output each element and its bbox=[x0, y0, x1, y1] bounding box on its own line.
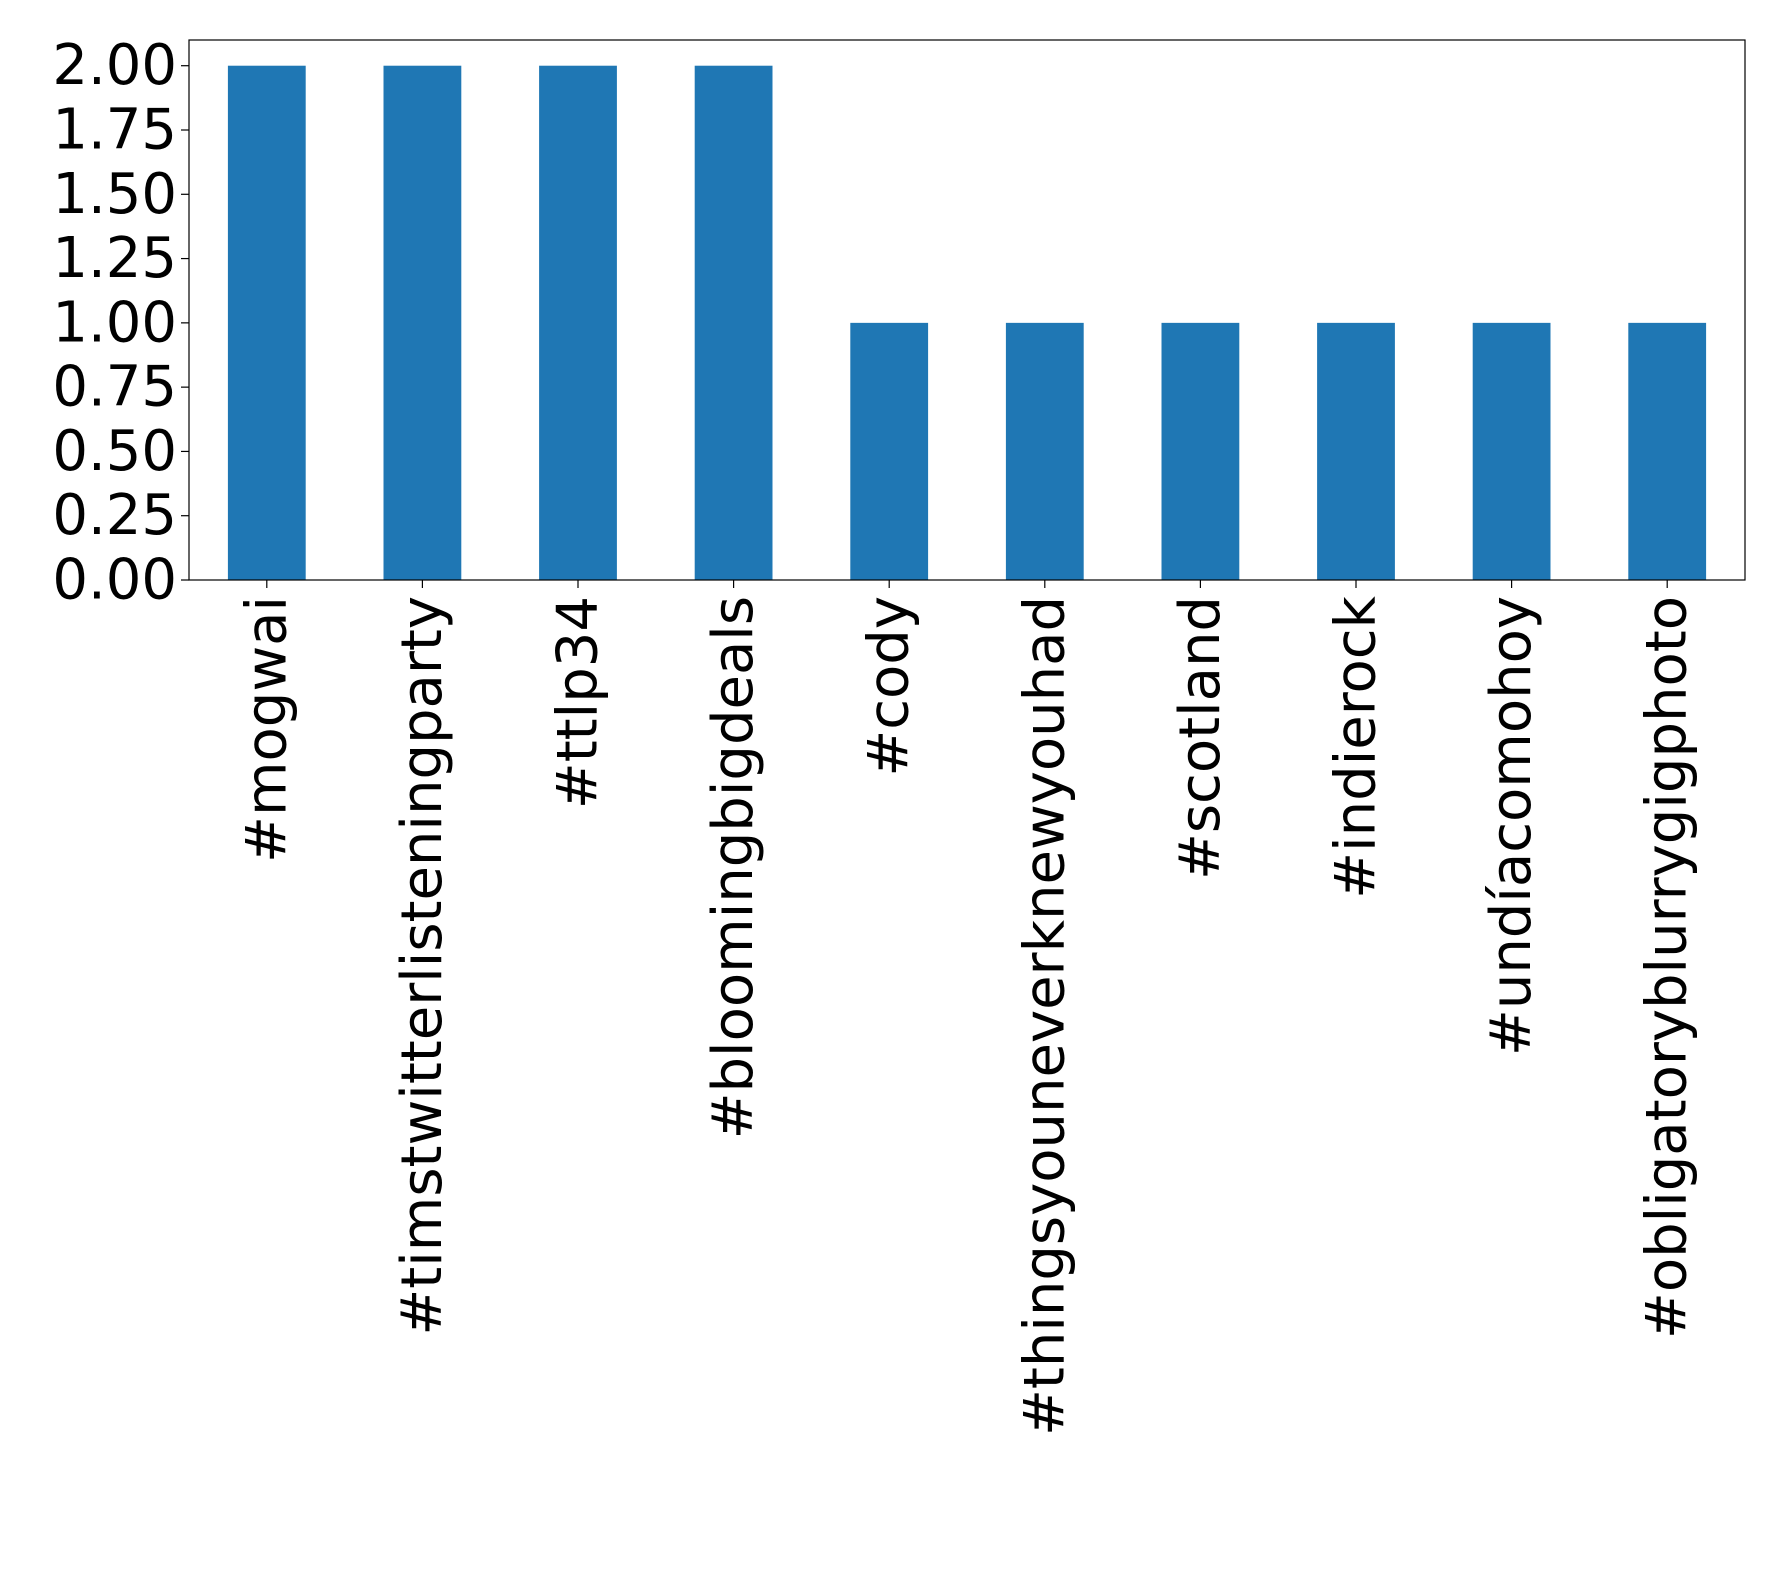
x-tick-label-5: #thingsyouneverknewyouhad bbox=[1012, 596, 1077, 1436]
x-tick-label-6: #scotland bbox=[1168, 596, 1233, 880]
x-tick-label-3: #bloomingbigdeals bbox=[701, 596, 766, 1139]
bar-6 bbox=[1161, 322, 1240, 580]
y-tick-label-3: 0.75 bbox=[52, 355, 177, 420]
plot-frame bbox=[188, 39, 1746, 581]
y-tick-label-0: 0.00 bbox=[52, 548, 177, 613]
y-tick-label-1: 0.25 bbox=[52, 483, 177, 548]
y-tick-label-2: 0.50 bbox=[52, 419, 177, 484]
x-tick-label-7: #indierock bbox=[1324, 595, 1389, 898]
bar-0 bbox=[227, 65, 306, 580]
bars-layer bbox=[227, 65, 1707, 580]
bar-3 bbox=[694, 65, 773, 580]
bar-1 bbox=[383, 65, 462, 580]
y-tick-label-8: 2.00 bbox=[52, 33, 177, 98]
x-tick-label-2: #ttlp34 bbox=[546, 596, 611, 809]
bar-7 bbox=[1317, 322, 1395, 580]
x-tick-label-4: #cody bbox=[857, 596, 922, 777]
x-tick-label-9: #obligatoryblurrygigphoto bbox=[1635, 596, 1700, 1339]
bar-4 bbox=[850, 322, 929, 580]
x-tick-label-1: #timstwitterlisteningparty bbox=[390, 596, 455, 1336]
y-tick-label-4: 1.00 bbox=[52, 290, 177, 355]
y-tick-label-5: 1.25 bbox=[52, 226, 177, 291]
bar-8 bbox=[1472, 322, 1551, 580]
y-tick-label-6: 1.50 bbox=[52, 162, 177, 227]
bar-5 bbox=[1005, 322, 1084, 580]
x-tick-label-0: #mogwai bbox=[234, 596, 299, 863]
x-tick-label-8: #undíacomohoy bbox=[1479, 596, 1544, 1056]
y-tick-label-7: 1.75 bbox=[52, 98, 177, 163]
bar-2 bbox=[539, 65, 617, 580]
y-axis: 0.000.250.500.751.001.251.501.752.00 bbox=[52, 33, 189, 613]
x-axis: #mogwai #timstwitterlisteningparty #ttlp34… bbox=[234, 580, 1700, 1436]
bar-9 bbox=[1628, 322, 1707, 580]
